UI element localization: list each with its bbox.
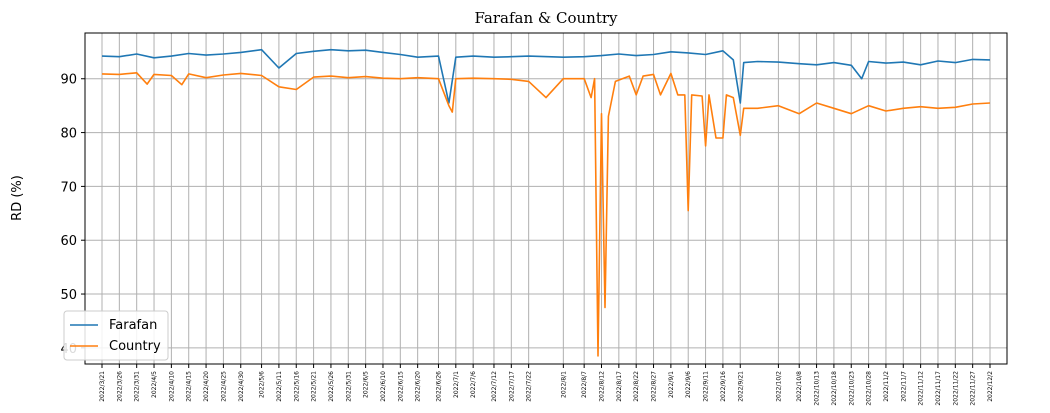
grid-lines [85, 33, 1007, 364]
x-tick-label: 2022/10/28 [866, 371, 873, 406]
x-tick-label: 2022/6/10 [380, 371, 387, 402]
x-tick-label: 2022/10/8 [796, 371, 803, 402]
x-tick-label: 2022/11/2 [883, 371, 890, 402]
series-line-country [101, 72, 991, 357]
x-tick-label: 2022/11/22 [952, 371, 959, 406]
y-tick-label: 90 [60, 73, 77, 88]
x-tick-label: 2022/5/11 [276, 371, 283, 402]
x-tick-label: 2022/3/21 [99, 371, 106, 402]
x-tick-label: 2022/4/10 [168, 371, 175, 402]
x-tick-label: 2022/4/5 [151, 371, 158, 398]
x-tick-label: 2022/10/2 [775, 371, 782, 402]
x-tick-label: 2022/5/16 [293, 371, 300, 402]
x-tick-label: 2022/10/23 [848, 371, 855, 406]
y-tick-label: 80 [60, 127, 77, 142]
x-tick-label: 2022/6/20 [415, 371, 422, 402]
x-tick-label: 2022/9/6 [685, 371, 692, 398]
x-tick-label: 2022/7/12 [491, 371, 498, 402]
x-tick-label: 2022/5/21 [311, 371, 318, 402]
legend: Farafan Country [63, 310, 169, 361]
y-tick-label: 60 [60, 234, 77, 249]
x-tick-label: 2022/6/26 [435, 371, 442, 402]
x-tick-label: 2022/4/20 [203, 371, 210, 402]
x-tick-label: 2022/10/13 [814, 371, 821, 406]
x-tick-label: 2022/9/21 [737, 371, 744, 402]
x-tick-label: 2022/8/27 [651, 371, 658, 402]
x-tick-label: 2022/8/22 [633, 371, 640, 402]
legend-box [63, 310, 169, 361]
x-tick-label: 2022/7/17 [508, 371, 515, 402]
x-tick-label: 2022/4/15 [186, 371, 193, 402]
x-tick-label: 2022/11/7 [900, 371, 907, 402]
chart-title: Farafan & Country [475, 9, 619, 27]
x-tick-label: 2022/4/25 [220, 371, 227, 402]
x-tick-label: 2022/8/7 [581, 371, 588, 398]
y-axis-label: RD (%) [10, 175, 25, 221]
x-tick-label: 2022/6/5 [363, 371, 370, 398]
series-line-farafan [101, 48, 991, 104]
x-tick-label: 2022/11/17 [935, 371, 942, 406]
y-tick-label: 50 [60, 288, 77, 303]
x-tick-label: 2022/4/30 [238, 371, 245, 402]
x-tick-label: 2022/3/26 [116, 371, 123, 402]
x-tick-label: 2022/8/17 [616, 371, 623, 402]
x-tick-label: 2022/12/2 [987, 371, 994, 402]
x-tick-label: 2022/5/26 [328, 371, 335, 402]
plot-frame [84, 32, 1008, 365]
x-tick-label: 2022/8/1 [560, 371, 567, 398]
legend-label-farafan: Farafan [109, 318, 157, 333]
x-tick-label: 2022/10/18 [831, 371, 838, 406]
x-tick-label: 2022/8/12 [599, 371, 606, 402]
x-tick-label: 2022/9/16 [720, 371, 727, 402]
x-axis-ticks: 2022/3/21 2022/3/26 2022/3/31 2022/4/5 2022/… [99, 364, 994, 406]
x-tick-label: 2022/3/31 [134, 371, 141, 402]
x-tick-label: 2022/11/27 [970, 371, 977, 406]
x-tick-label: 2022/7/1 [453, 371, 460, 398]
x-tick-label: 2022/9/11 [703, 371, 710, 402]
x-tick-label: 2022/7/6 [470, 371, 477, 398]
x-tick-label: 2022/5/6 [259, 371, 266, 398]
legend-label-country: Country [109, 339, 161, 354]
y-tick-label: 70 [60, 180, 77, 195]
x-tick-label: 2022/5/31 [345, 371, 352, 402]
x-tick-label: 2022/11/12 [918, 371, 925, 406]
x-tick-label: 2022/9/1 [668, 371, 675, 398]
x-tick-label: 2022/6/15 [397, 371, 404, 402]
series-lines [101, 48, 991, 357]
x-tick-label: 2022/7/22 [526, 371, 533, 402]
